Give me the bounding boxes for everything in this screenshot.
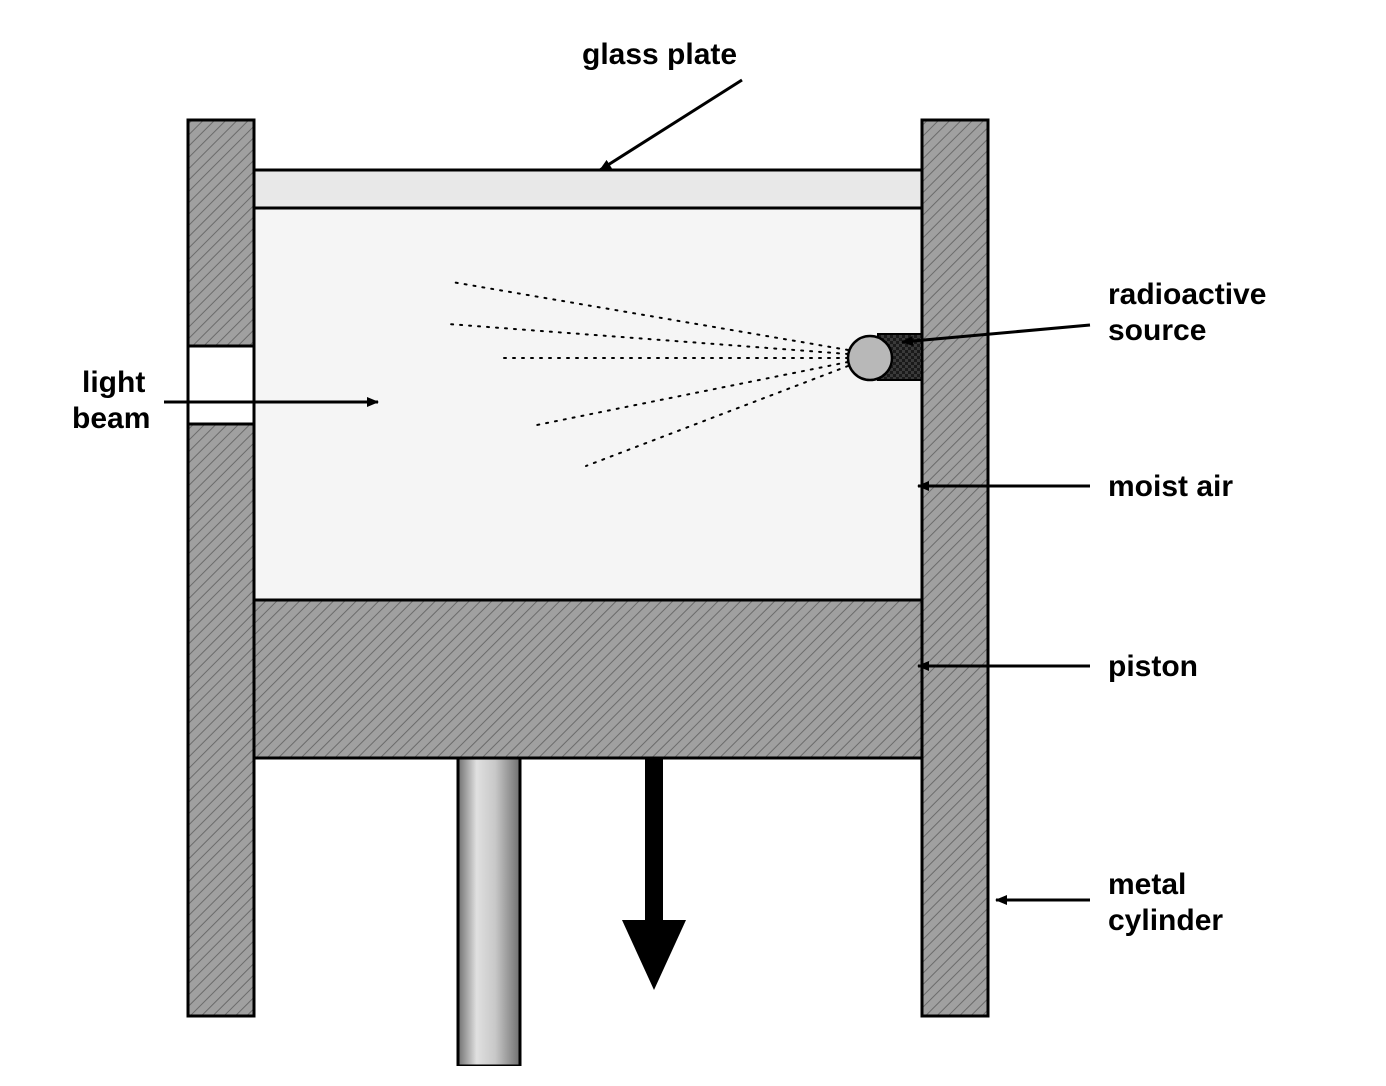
label-radioactive-source-1: radioactive [1108,278,1266,312]
label-metal-cylinder-2: cylinder [1108,904,1223,938]
label-light-beam-2: beam [72,402,150,436]
label-metal-cylinder-1: metal [1108,868,1186,902]
piston-rod [458,758,520,1066]
glass-plate [218,170,958,208]
label-glass-plate: glass plate [582,38,737,72]
label-radioactive-source-2: source [1108,314,1206,348]
left-wall [188,120,254,1016]
piston [254,600,922,758]
label-light-beam-1: light [82,366,145,400]
radioactive-source [848,336,892,380]
light-window [188,346,254,424]
piston-down-arrow [622,758,686,990]
chamber-air [254,208,922,600]
label-moist-air: moist air [1108,470,1233,504]
right-wall [922,120,988,1016]
cloud-chamber-diagram: glass plate radioactive source light bea… [20,20,1386,1066]
label-piston: piston [1108,650,1198,684]
arrow-glass-plate [600,80,742,170]
